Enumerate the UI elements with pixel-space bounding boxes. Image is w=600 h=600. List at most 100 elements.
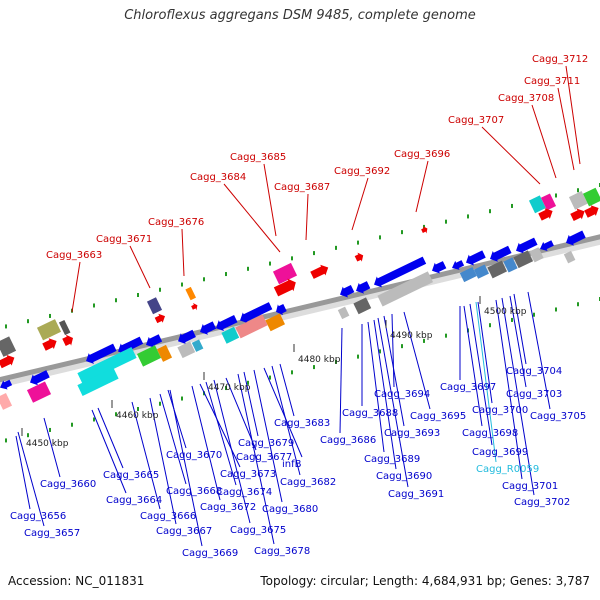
gene-box (77, 367, 119, 396)
grid-dot (511, 203, 513, 208)
grid-dot (401, 344, 403, 349)
top-gene-label: Cagg_3684 (190, 172, 246, 183)
top-gene-label: Cagg_3663 (46, 250, 102, 261)
gene-feature (513, 250, 534, 269)
grid-dot (247, 380, 249, 385)
top-gene-label: Cagg_3692 (334, 166, 390, 177)
bottom-leader-line (213, 379, 251, 524)
gene-box (177, 341, 196, 359)
grid-dot (357, 354, 359, 359)
bottom-leader-line (15, 435, 31, 510)
gene-feature (265, 313, 286, 332)
gene-feature (473, 264, 489, 279)
forward-gene-arrow (570, 208, 585, 222)
bottom-leader-line (339, 327, 343, 434)
gene-box (582, 187, 600, 207)
bottom-leader-line (205, 381, 237, 486)
reverse-gene-arrow (200, 321, 217, 335)
gene-box (528, 195, 546, 214)
top-gene-label: Cagg_3676 (148, 217, 204, 228)
forward-gene-arrow (42, 338, 57, 351)
gene-feature (582, 187, 600, 207)
bottom-gene-label: Cagg_3703 (506, 389, 562, 400)
grid-dot (423, 338, 425, 343)
bottom-leader-line (367, 321, 385, 453)
bottom-gene-label: Cagg_3691 (388, 489, 444, 500)
bottom-leader-line (131, 401, 161, 510)
grid-dot (379, 349, 381, 354)
gene-box (185, 286, 197, 301)
gene-feature (452, 260, 465, 270)
reverse-gene-arrow (0, 379, 13, 390)
grid-dot (445, 219, 447, 224)
gene-feature (0, 392, 13, 410)
reverse-gene-arrow (178, 329, 196, 345)
gene-feature (310, 264, 329, 279)
forward-gene-arrow (421, 226, 428, 234)
gene-feature (26, 381, 52, 403)
forward-gene-arrow (354, 252, 364, 262)
gene-feature (0, 354, 15, 369)
reverse-gene-arrow (566, 230, 586, 246)
grid-dot (335, 359, 337, 364)
grid-dot (225, 272, 227, 277)
reverse-gene-arrow (146, 334, 163, 348)
gene-box (337, 306, 350, 320)
reverse-gene-arrow (490, 245, 512, 262)
scale-label: 4490 kbp (390, 331, 433, 341)
grid-dot (379, 235, 381, 240)
gene-feature (538, 208, 553, 221)
reverse-gene-arrow (30, 370, 50, 386)
gene-feature (272, 262, 298, 285)
bottom-gene-label: infB (282, 459, 302, 470)
gene-box (0, 336, 17, 357)
gene-feature (529, 247, 544, 263)
bottom-leader-line (391, 313, 395, 388)
gene-feature (216, 315, 238, 331)
bottom-gene-label: Cagg_3675 (230, 525, 286, 536)
gene-feature (459, 267, 477, 283)
gene-feature (30, 370, 50, 386)
gene-feature (374, 256, 427, 288)
grid-dot (247, 266, 249, 271)
gene-feature (36, 319, 62, 341)
bottom-gene-label: Cagg_3697 (440, 382, 496, 393)
grid-dot (137, 293, 139, 297)
reverse-gene-arrow (540, 240, 554, 251)
bottom-gene-label: Cagg_3669 (182, 548, 238, 559)
bottom-leader-line (17, 431, 45, 527)
grid-dot (313, 251, 315, 256)
gene-feature (568, 191, 588, 210)
gene-box (36, 319, 62, 341)
forward-gene-arrow (0, 354, 15, 369)
bottom-gene-label: Cagg_3667 (156, 526, 212, 537)
bottom-gene-label: Cagg_3656 (10, 511, 66, 522)
gene-box (503, 257, 518, 273)
gene-feature (566, 230, 586, 246)
gene-feature (156, 344, 173, 362)
top-gene-label: Cagg_3687 (274, 182, 330, 193)
gene-box (272, 262, 298, 285)
gene-labels: Cagg_3663 Cagg_3671 Cagg_3676 Cagg_3684 Cagg… (10, 54, 588, 559)
bottom-gene-label: Cagg_3704 (506, 366, 562, 377)
bottom-gene-label: Cagg_3693 (384, 428, 440, 439)
bottom-gene-label: Cagg_3677 (236, 452, 292, 463)
top-gene-label: Cagg_3708 (498, 93, 554, 104)
grid-dot (467, 214, 469, 219)
gene-box (0, 392, 13, 410)
grid-dot (357, 240, 359, 245)
gene-box (146, 297, 163, 315)
grid-dot (445, 333, 447, 338)
bottom-leader-line (263, 367, 303, 458)
scale-label: 4450 kbp (26, 439, 69, 449)
grid-dot (225, 386, 227, 391)
gene-feature (503, 257, 518, 273)
grid-dot (269, 261, 271, 266)
gene-feature (540, 193, 557, 211)
gene-feature (136, 345, 162, 367)
grid-dot (71, 422, 73, 427)
map-title: Chloroflexus aggregans DSM 9485, complet… (124, 8, 476, 23)
grid-dot (401, 230, 403, 235)
reverse-gene-arrow (276, 303, 287, 316)
